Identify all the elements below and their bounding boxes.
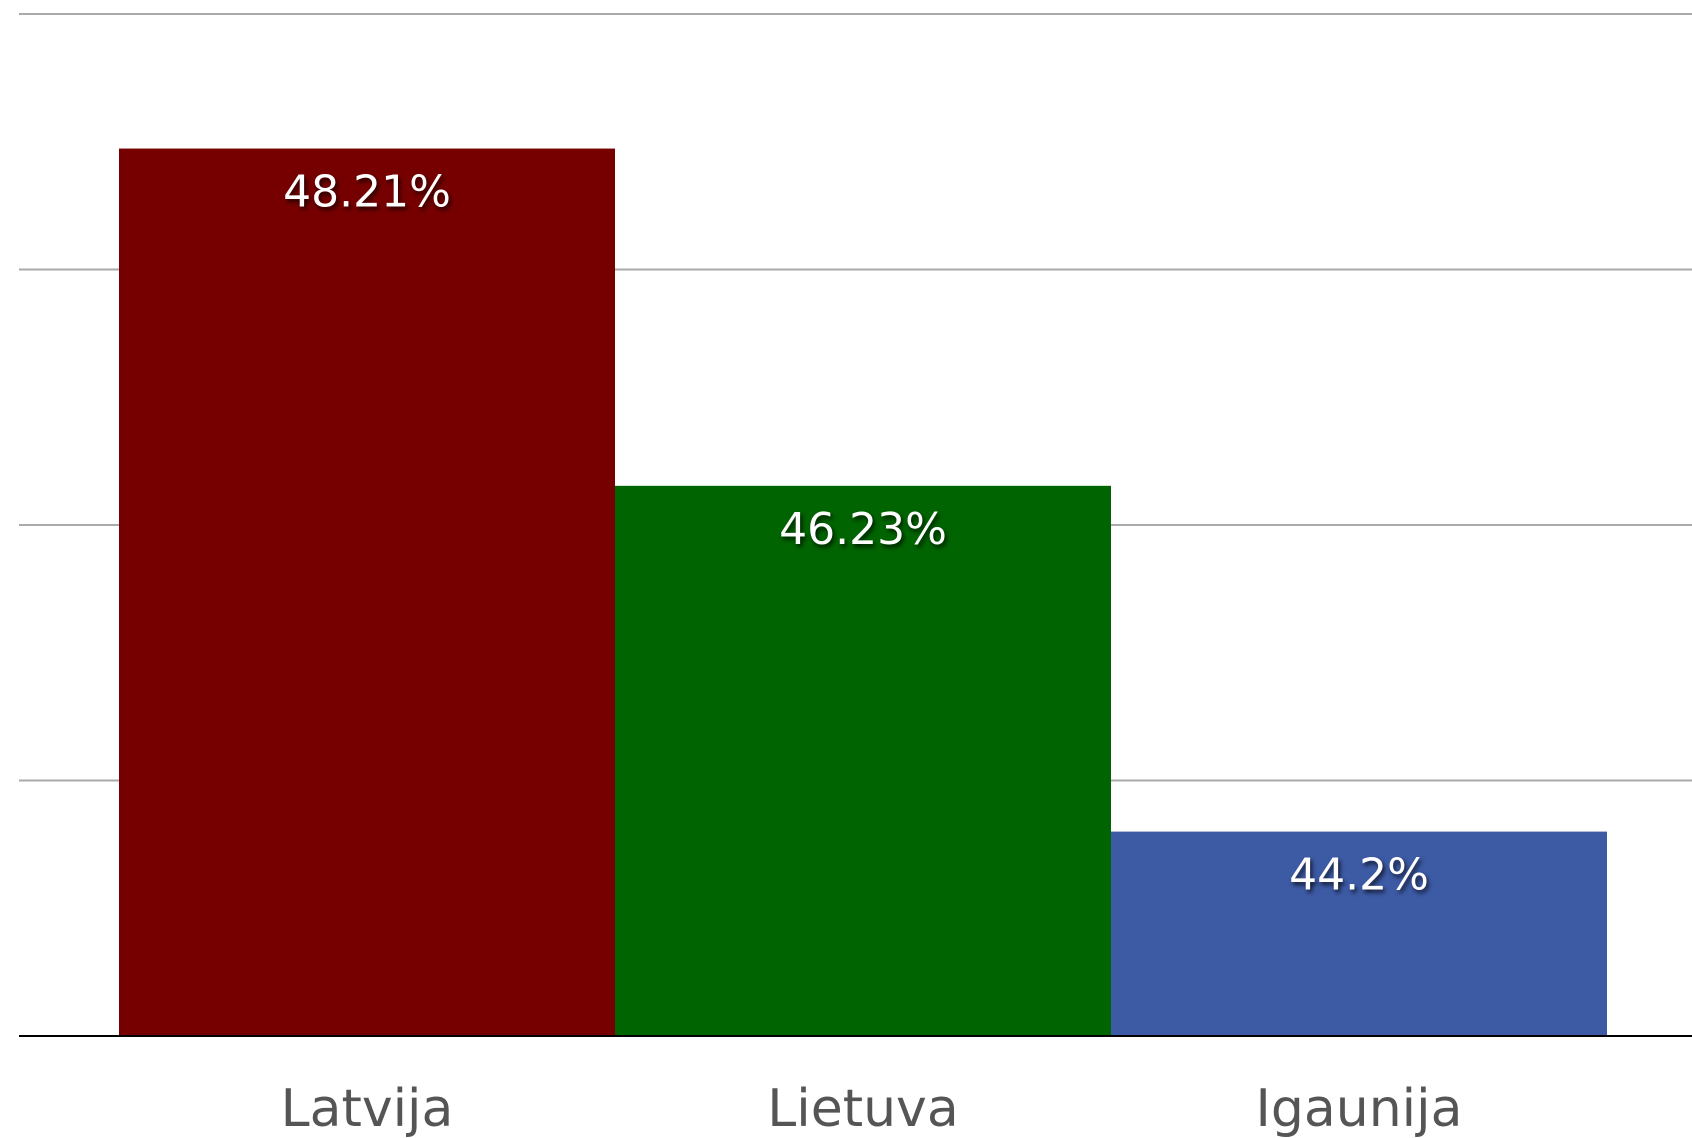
bar — [1111, 831, 1607, 1036]
x-tick-label: Igaunija — [1256, 1079, 1463, 1138]
value-label: 44.2% — [1289, 850, 1429, 901]
x-tick-label: Lietuva — [767, 1079, 958, 1138]
value-label: 46.23% — [779, 504, 947, 555]
value-label: 48.21% — [283, 167, 451, 218]
bar — [119, 148, 615, 1036]
bar — [615, 485, 1111, 1036]
x-tick-label: Latvija — [281, 1079, 454, 1138]
